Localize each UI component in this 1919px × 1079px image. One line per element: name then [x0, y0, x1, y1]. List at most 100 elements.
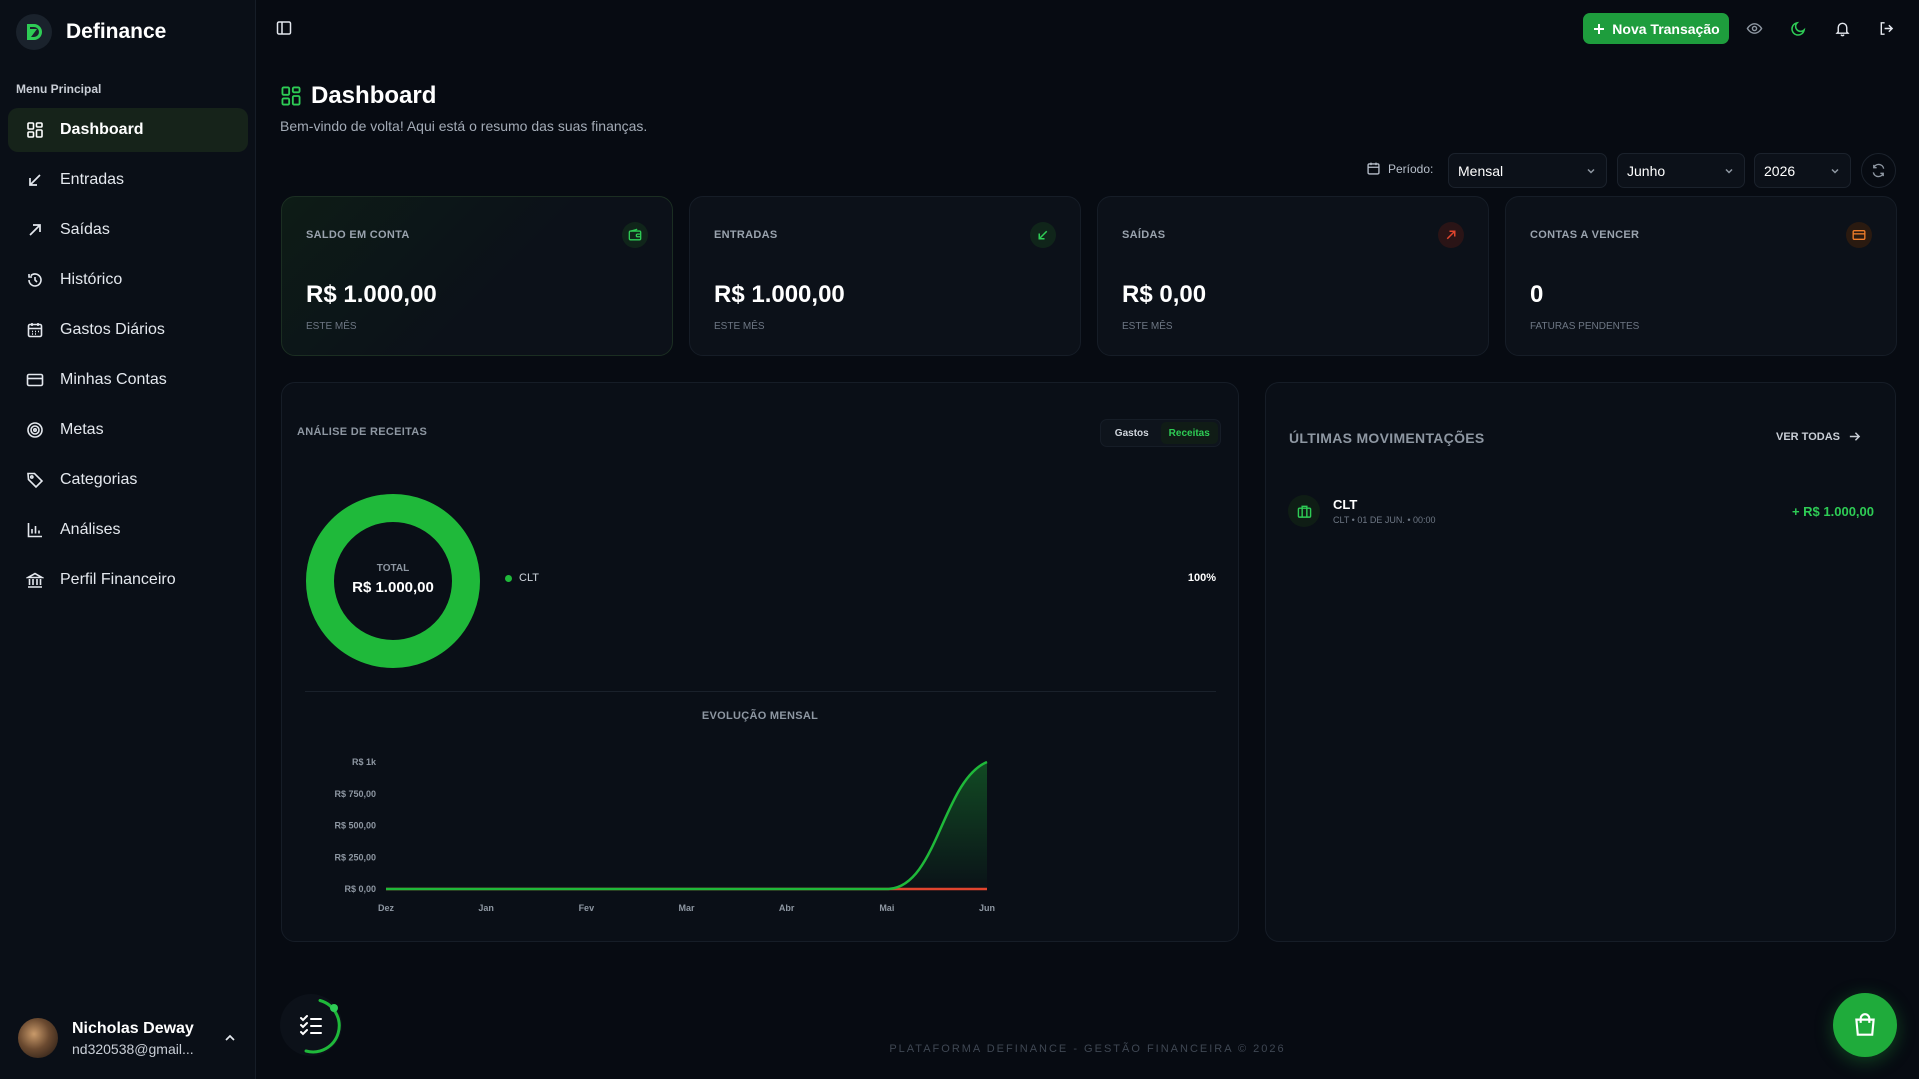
- credit-card-icon: [1846, 222, 1872, 248]
- bills-due-card: CONTAS A VENCER 0 FATURAS PENDENTES: [1505, 196, 1897, 356]
- see-all-link[interactable]: VER TODAS: [1776, 430, 1861, 443]
- arrow-up-right-icon: [25, 220, 45, 240]
- user-menu[interactable]: Nicholas Deway nd320538@gmail...: [18, 1013, 240, 1063]
- credit-card-icon: [25, 370, 45, 390]
- movement-meta: CLT • 01 DE JUN. • 00:00: [1333, 515, 1436, 525]
- history-icon: [25, 270, 45, 290]
- chevron-down-icon: [1723, 165, 1735, 177]
- expenses-card: SAÍDAS R$ 0,00 ESTE MÊS: [1097, 196, 1489, 356]
- sidebar-item-minhas-contas[interactable]: Minhas Contas: [8, 358, 248, 402]
- arrow-up-right-icon: [1438, 222, 1464, 248]
- sidebar-item-label: Categorias: [60, 471, 138, 488]
- sidebar: Definance Menu Principal Dashboard Entra…: [0, 0, 256, 1079]
- card-label: ENTRADAS: [714, 229, 778, 241]
- x-tick-label: Jan: [478, 903, 494, 913]
- x-tick-label: Jun: [979, 903, 995, 913]
- evolution-title: EVOLUÇÃO MENSAL: [701, 710, 819, 722]
- sidebar-item-perfil-financeiro[interactable]: Perfil Financeiro: [8, 558, 248, 602]
- tasks-button[interactable]: [280, 994, 342, 1056]
- y-tick-label: R$ 1k: [352, 757, 377, 767]
- movements-title: ÚLTIMAS MOVIMENTAÇÕES: [1289, 430, 1485, 446]
- refresh-button[interactable]: [1861, 153, 1896, 188]
- movement-row[interactable]: CLT CLT • 01 DE JUN. • 00:00 + R$ 1.000,…: [1288, 493, 1874, 529]
- x-tick-label: Abr: [779, 903, 795, 913]
- legend-percent: 100%: [1187, 572, 1216, 584]
- page-header: Dashboard: [280, 82, 436, 110]
- analysis-toggle: Gastos Receitas: [1100, 419, 1221, 447]
- shopping-bag-icon: [1851, 1011, 1879, 1039]
- user-name: Nicholas Deway: [72, 1019, 194, 1037]
- analysis-title: ANÁLISE DE RECEITAS: [297, 426, 428, 438]
- sidebar-item-entradas[interactable]: Entradas: [8, 158, 248, 202]
- chevron-up-icon[interactable]: [220, 1028, 240, 1048]
- recent-movements-panel: [1265, 382, 1896, 942]
- see-all-label: VER TODAS: [1776, 430, 1840, 443]
- x-tick-label: Fev: [579, 903, 595, 913]
- donut-slice-clt[interactable]: [306, 494, 480, 668]
- income-analysis-panel: [281, 382, 1239, 942]
- x-tick-label: Mar: [678, 903, 695, 913]
- period-value: Mensal: [1458, 162, 1504, 179]
- arrow-right-icon: [1848, 430, 1861, 443]
- moon-icon[interactable]: [1786, 16, 1810, 40]
- period-filter-label: Período:: [1366, 161, 1433, 176]
- calendar-icon: [25, 320, 45, 340]
- card-label: CONTAS A VENCER: [1530, 229, 1640, 241]
- sidebar-item-analises[interactable]: Análises: [8, 508, 248, 552]
- monthly-evolution-chart: R$ 0,00 R$ 250,00 R$ 500,00 R$ 750,00 R$ 1k D…: [334, 757, 995, 913]
- plus-icon: [1592, 22, 1606, 36]
- eye-icon[interactable]: [1742, 16, 1766, 40]
- chevron-down-icon: [1829, 165, 1841, 177]
- sidebar-item-label: Minhas Contas: [60, 371, 167, 388]
- card-note: ESTE MÊS: [306, 321, 357, 332]
- bank-icon: [25, 570, 45, 590]
- avatar: [18, 1018, 58, 1058]
- definance-logo-icon: [16, 14, 52, 50]
- sidebar-item-saidas[interactable]: Saídas: [8, 208, 248, 252]
- calendar-icon: [1366, 161, 1381, 176]
- user-email: nd320538@gmail...: [72, 1040, 194, 1057]
- sidebar-item-label: Gastos Diários: [60, 321, 165, 338]
- income-card: ENTRADAS R$ 1.000,00 ESTE MÊS: [689, 196, 1081, 356]
- tab-expenses[interactable]: Gastos: [1114, 427, 1149, 439]
- dashboard-icon: [280, 85, 302, 107]
- sidebar-item-label: Dashboard: [60, 121, 144, 138]
- y-tick-label: R$ 0,00: [344, 884, 376, 894]
- chevron-down-icon: [1585, 165, 1597, 177]
- income-donut-chart: [306, 494, 480, 668]
- new-transaction-button[interactable]: Nova Transação: [1583, 13, 1729, 44]
- sidebar-item-historico[interactable]: Histórico: [8, 258, 248, 302]
- shopping-bag-button[interactable]: [1833, 993, 1897, 1057]
- progress-ring: [304, 999, 341, 1054]
- sidebar-item-dashboard[interactable]: Dashboard: [8, 108, 248, 152]
- legend-label: CLT: [519, 572, 539, 584]
- divider: [305, 691, 1216, 692]
- balance-card: SALDO EM CONTA R$ 1.000,00 ESTE MÊS: [281, 196, 673, 356]
- month-select[interactable]: Junho: [1617, 153, 1745, 188]
- target-icon: [25, 420, 45, 440]
- series-area-income: [386, 762, 987, 889]
- tab-income[interactable]: Receitas: [1160, 422, 1218, 444]
- logout-icon[interactable]: [1874, 16, 1898, 40]
- bell-icon[interactable]: [1830, 16, 1854, 40]
- sidebar-item-metas[interactable]: Metas: [8, 408, 248, 452]
- period-label-text: Período:: [1388, 161, 1434, 176]
- year-select[interactable]: 2026: [1754, 153, 1851, 188]
- dashboard-icon: [25, 120, 45, 140]
- card-label: SALDO EM CONTA: [306, 229, 410, 241]
- y-tick-label: R$ 500,00: [334, 821, 376, 831]
- sidebar-item-categorias[interactable]: Categorias: [8, 458, 248, 502]
- card-value: R$ 1.000,00: [306, 281, 437, 308]
- sidebar-item-gastos-diarios[interactable]: Gastos Diários: [8, 308, 248, 352]
- series-line-income: [386, 760, 988, 891]
- toggle-sidebar-icon[interactable]: [272, 16, 296, 40]
- year-value: 2026: [1764, 162, 1796, 179]
- checklist-icon: [298, 1012, 324, 1038]
- sidebar-item-label: Análises: [60, 521, 121, 538]
- x-tick-label: Dez: [378, 903, 395, 913]
- legend-dot: [505, 574, 512, 582]
- period-select[interactable]: Mensal: [1448, 153, 1607, 188]
- arrow-down-left-icon: [25, 170, 45, 190]
- brand[interactable]: Definance: [16, 14, 166, 50]
- card-note: ESTE MÊS: [1122, 321, 1173, 332]
